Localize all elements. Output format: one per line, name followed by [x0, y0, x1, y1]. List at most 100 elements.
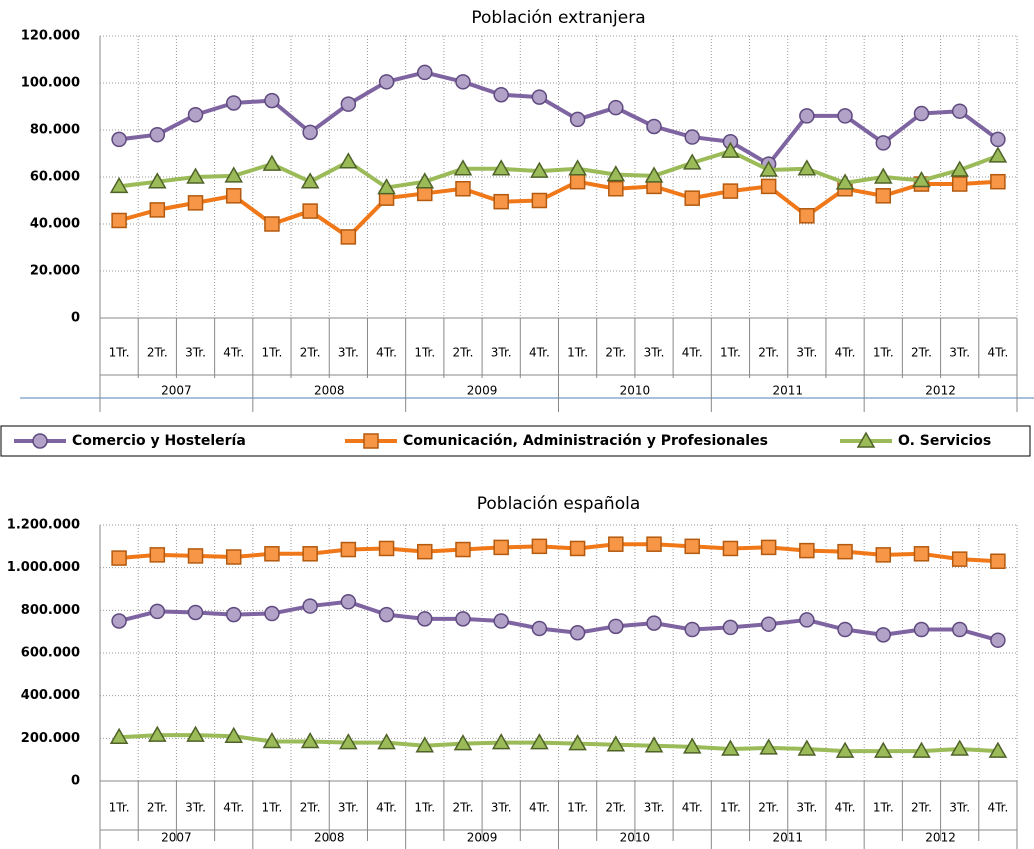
x-tick-label: 3Tr.	[491, 346, 512, 360]
x-tick-label: 1Tr.	[567, 801, 588, 815]
x-tick-label: 3Tr.	[644, 346, 665, 360]
x-tick-label: 4Tr.	[987, 801, 1008, 815]
marker	[111, 131, 127, 148]
marker	[378, 606, 395, 623]
marker	[875, 188, 892, 204]
legend-marker	[856, 431, 876, 448]
x-tick-label: 3Tr.	[491, 801, 512, 815]
marker	[722, 619, 739, 636]
x-tick-label: 4Tr.	[682, 801, 703, 815]
marker	[913, 105, 930, 122]
x-tick-label: 4Tr.	[376, 801, 397, 815]
marker	[951, 176, 968, 192]
marker	[340, 229, 357, 245]
marker	[302, 124, 318, 141]
x-tick-label: 2Tr.	[453, 346, 474, 360]
marker	[417, 185, 433, 202]
marker	[453, 734, 473, 751]
marker	[302, 546, 318, 562]
marker	[111, 212, 127, 229]
marker	[378, 540, 395, 557]
y-tick-label: 200.000	[21, 731, 80, 746]
marker	[225, 188, 242, 204]
marker	[682, 737, 702, 754]
marker	[109, 727, 129, 745]
marker	[912, 741, 931, 758]
marker	[455, 611, 471, 627]
marker	[455, 541, 471, 558]
marker	[684, 621, 700, 638]
x-tick-label: 3Tr.	[949, 346, 970, 360]
y-tick-label: 120.000	[21, 29, 80, 44]
marker	[531, 538, 548, 555]
marker	[493, 613, 509, 629]
marker	[799, 612, 815, 628]
series-line	[118, 733, 999, 754]
x-group-label: 2008	[314, 384, 345, 398]
marker	[644, 166, 664, 183]
x-tick-label: 1Tr.	[262, 346, 283, 360]
x-group-label: 2007	[161, 384, 192, 398]
marker	[340, 96, 357, 112]
legend-marker	[32, 433, 48, 449]
y-tick-label: 0	[71, 311, 80, 326]
x-tick-label: 1Tr.	[109, 346, 130, 360]
x-tick-label: 1Tr.	[873, 346, 894, 360]
y-tick-label: 1.000.000	[7, 560, 80, 575]
marker	[417, 611, 433, 627]
marker	[568, 734, 587, 751]
marker	[569, 540, 586, 557]
x-tick-label: 4Tr.	[682, 346, 703, 360]
x-tick-label: 4Tr.	[529, 801, 550, 815]
marker	[875, 627, 892, 643]
x-tick-label: 2Tr.	[605, 801, 626, 815]
marker	[377, 178, 396, 195]
x-tick-label: 3Tr.	[185, 346, 206, 360]
x-group-label: 2008	[314, 831, 345, 845]
x-group-label: 2011	[772, 384, 803, 398]
marker	[568, 159, 587, 176]
x-group-label: 2010	[620, 384, 651, 398]
marker	[187, 106, 204, 123]
marker	[187, 548, 204, 564]
x-tick-label: 1Tr.	[109, 801, 130, 815]
x-group-label: 2012	[925, 831, 956, 845]
y-tick-label: 800.000	[21, 603, 80, 618]
x-tick-label: 3Tr.	[796, 346, 817, 360]
marker	[149, 126, 166, 143]
marker	[684, 190, 700, 206]
x-tick-label: 3Tr.	[949, 801, 970, 815]
marker	[339, 152, 358, 169]
x-tick-label: 3Tr.	[338, 346, 359, 360]
x-group-label: 2009	[467, 384, 498, 398]
marker	[760, 616, 777, 632]
y-tick-label: 20.000	[30, 264, 80, 279]
marker	[187, 195, 204, 211]
marker	[606, 165, 626, 182]
marker	[262, 732, 282, 749]
marker	[990, 173, 1006, 190]
marker	[531, 620, 548, 637]
marker	[608, 181, 624, 197]
x-tick-label: 2Tr.	[758, 801, 779, 815]
x-tick-label: 1Tr.	[720, 801, 741, 815]
x-tick-label: 2Tr.	[300, 346, 321, 360]
x-tick-label: 4Tr.	[376, 346, 397, 360]
x-tick-label: 2Tr.	[758, 346, 779, 360]
marker	[875, 547, 892, 563]
marker	[988, 741, 1008, 758]
marker	[377, 733, 396, 750]
marker	[262, 154, 282, 171]
marker	[186, 725, 205, 742]
x-group-label: 2010	[620, 831, 651, 845]
marker	[264, 605, 280, 622]
x-tick-label: 4Tr.	[223, 801, 244, 815]
marker	[990, 131, 1006, 148]
x-tick-label: 3Tr.	[338, 801, 359, 815]
marker	[187, 604, 204, 621]
marker	[835, 741, 855, 758]
x-tick-label: 1Tr.	[873, 801, 894, 815]
marker	[646, 536, 662, 552]
x-tick-label: 2Tr.	[453, 801, 474, 815]
